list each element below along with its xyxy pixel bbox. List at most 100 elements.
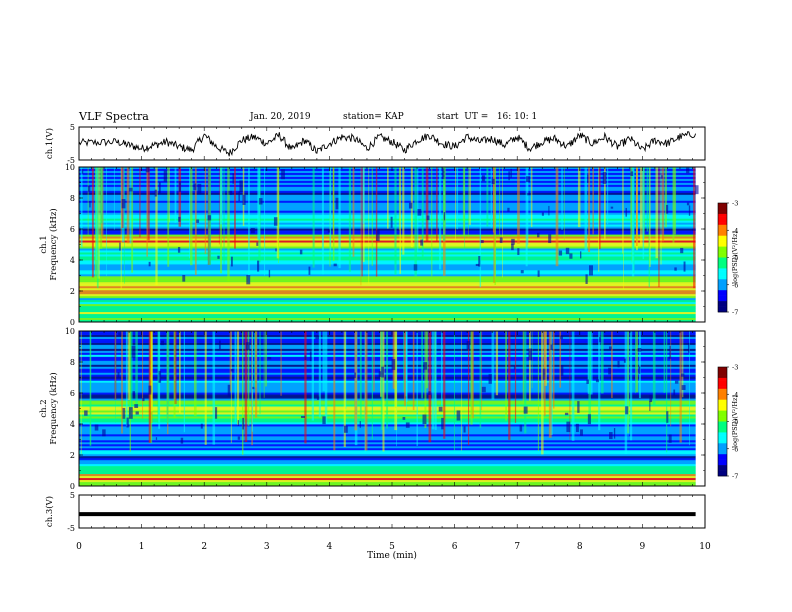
spectrogram-burst bbox=[360, 167, 362, 286]
spectrogram-burst bbox=[548, 331, 552, 438]
colorbar-segment bbox=[718, 222, 727, 226]
spectrogram-burst bbox=[255, 331, 258, 418]
colorbar-segment bbox=[718, 367, 727, 371]
spectrogram-burst bbox=[493, 167, 496, 283]
spectrogram-band bbox=[79, 246, 696, 249]
spectrogram-burst bbox=[541, 331, 544, 455]
spectrogram-burst bbox=[223, 167, 225, 265]
spectrogram-speck bbox=[681, 385, 686, 391]
spectrogram-speck bbox=[217, 255, 220, 259]
colorbar-segment bbox=[718, 448, 727, 452]
spectrogram-speck bbox=[560, 365, 564, 376]
spectrogram-speck bbox=[218, 340, 221, 350]
spectrogram-speck bbox=[343, 425, 348, 433]
spectrogram-speck bbox=[275, 248, 277, 252]
x-tick-label: 7 bbox=[514, 542, 520, 552]
spectrogram-speck bbox=[232, 173, 234, 184]
spectrogram-band bbox=[79, 264, 696, 267]
spectrogram-band bbox=[79, 292, 696, 295]
spectrogram-burst bbox=[646, 167, 648, 232]
spectrogram-speck bbox=[230, 256, 233, 267]
colorbar-segment bbox=[718, 418, 727, 422]
spectrogram-burst bbox=[652, 331, 656, 407]
spectrogram-speck bbox=[158, 182, 161, 194]
spectrogram-band bbox=[79, 278, 696, 281]
spectrogram-burst bbox=[631, 167, 635, 277]
spectrogram-speck bbox=[118, 332, 122, 336]
spectrogram-burst bbox=[453, 331, 455, 451]
spectrogram-burst bbox=[403, 331, 406, 406]
spectrogram-burst bbox=[443, 331, 446, 439]
spectrogram-burst bbox=[630, 167, 633, 239]
spectrogram-band bbox=[79, 276, 696, 279]
colorbar-segment bbox=[718, 416, 727, 420]
spectrogram-band bbox=[79, 318, 696, 321]
spectrogram-speck bbox=[688, 205, 691, 216]
spectrogram-speck bbox=[422, 414, 427, 425]
spectrogram-burst bbox=[276, 167, 280, 259]
spectrogram-burst bbox=[434, 331, 437, 430]
spectrogram-burst bbox=[414, 167, 417, 277]
spectrogram-burst bbox=[375, 167, 378, 277]
y-tick-label: 0 bbox=[70, 482, 75, 491]
spectrogram-burst bbox=[469, 167, 471, 225]
spectrogram-burst bbox=[587, 331, 590, 394]
spectrogram-speck bbox=[608, 367, 611, 375]
spectrogram-burst bbox=[124, 167, 125, 284]
spectrogram-burst bbox=[622, 167, 624, 254]
spectrogram-burst bbox=[394, 331, 398, 431]
spectrogram-speck bbox=[89, 201, 91, 208]
spectrogram-speck bbox=[623, 358, 626, 363]
spectrogram-burst bbox=[665, 331, 668, 453]
spectrogram-burst bbox=[490, 167, 492, 228]
spectrogram-burst bbox=[592, 167, 594, 235]
spectrogram-speck bbox=[420, 239, 423, 246]
colorbar-segment bbox=[718, 407, 727, 411]
spectrogram-band bbox=[79, 270, 696, 273]
spectrogram-speck bbox=[268, 269, 271, 278]
spectrogram-burst bbox=[218, 167, 220, 245]
spectrogram-burst bbox=[403, 331, 405, 392]
spectrogram-burst bbox=[142, 331, 144, 419]
spectrogram-burst bbox=[402, 167, 405, 255]
colorbar-segment bbox=[718, 252, 727, 256]
spectrogram-speck bbox=[528, 348, 533, 361]
colorbar-segment bbox=[718, 203, 727, 207]
spectrogram-speck bbox=[402, 417, 406, 420]
spectrogram-speck bbox=[466, 341, 470, 350]
spectrogram-speck bbox=[335, 197, 339, 210]
spectrogram-burst bbox=[91, 167, 94, 278]
spectrogram-speck bbox=[548, 234, 552, 244]
spectrogram-speck bbox=[158, 370, 162, 383]
spectrogram-speck bbox=[680, 247, 684, 254]
spectrogram-burst bbox=[386, 331, 389, 429]
spectrogram-speck bbox=[674, 267, 677, 271]
colorbar-segment bbox=[718, 454, 727, 458]
spectrogram-burst bbox=[332, 167, 335, 261]
colorbar-segment bbox=[718, 380, 727, 384]
spectrogram-speck bbox=[405, 422, 410, 428]
spectrogram-burst bbox=[193, 331, 197, 416]
spectrogram-band bbox=[79, 244, 696, 247]
colorbar-segment bbox=[718, 249, 727, 253]
spectrogram-band bbox=[79, 316, 696, 319]
spectrogram-speck bbox=[381, 366, 384, 378]
spectrogram-burst bbox=[146, 167, 148, 257]
spectrogram-speck bbox=[81, 168, 84, 174]
spectrogram-speck bbox=[94, 424, 99, 431]
colorbar-segment bbox=[718, 211, 727, 215]
colorbar-segment bbox=[718, 224, 727, 228]
spectrogram-band bbox=[79, 234, 696, 237]
colorbar-segment bbox=[718, 232, 727, 236]
spectrogram-speck bbox=[196, 219, 200, 223]
spectrogram-speck bbox=[560, 335, 563, 340]
spectrogram-speck bbox=[148, 385, 152, 395]
colorbar-segment bbox=[718, 470, 727, 474]
spectrogram-band bbox=[79, 428, 696, 431]
spectrogram-burst bbox=[588, 331, 591, 424]
spectrogram-band bbox=[79, 456, 696, 459]
spectrogram-speck bbox=[117, 372, 120, 378]
spectrogram-burst bbox=[531, 167, 533, 228]
spectrogram-band bbox=[79, 474, 696, 477]
spectrogram-speck bbox=[417, 209, 422, 216]
